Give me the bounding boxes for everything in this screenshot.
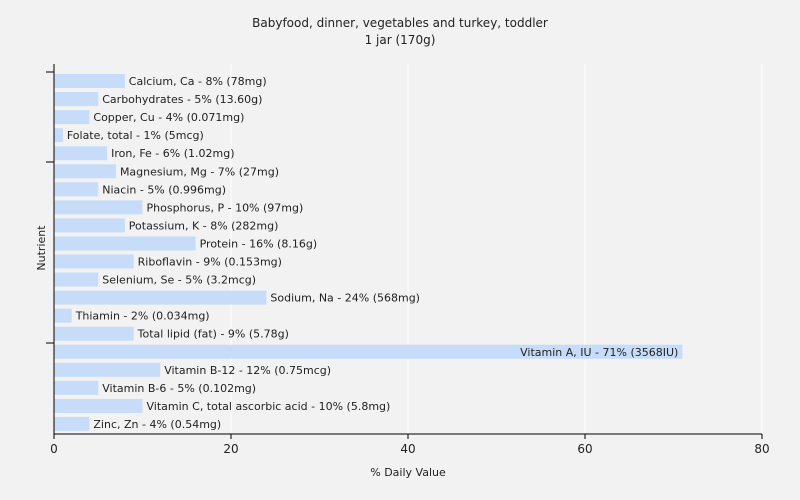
bar	[54, 398, 143, 413]
bar	[54, 110, 90, 125]
bar-label: Carbohydrates - 5% (13.60g)	[102, 93, 262, 106]
bar-label: Copper, Cu - 4% (0.071mg)	[93, 111, 244, 124]
bar-label: Magnesium, Mg - 7% (27mg)	[120, 165, 279, 178]
bar-label: Thiamin - 2% (0.034mg)	[75, 310, 210, 323]
bar-label: Folate, total - 1% (5mcg)	[67, 129, 204, 142]
bar	[54, 344, 683, 359]
bar	[54, 290, 267, 305]
bar-label: Selenium, Se - 5% (3.2mcg)	[102, 274, 256, 287]
bar-label: Vitamin C, total ascorbic acid - 10% (5.…	[147, 400, 391, 413]
bar	[54, 146, 108, 161]
chart-subtitle: 1 jar (170g)	[365, 33, 436, 47]
bar-label: Iron, Fe - 6% (1.02mg)	[111, 147, 234, 160]
bar	[54, 380, 99, 395]
bar-label: Zinc, Zn - 4% (0.54mg)	[93, 418, 221, 431]
bar	[54, 326, 134, 341]
x-tick-label: 20	[223, 442, 238, 456]
x-tick-label: 0	[50, 442, 58, 456]
bar-label: Protein - 16% (8.16g)	[200, 237, 318, 250]
bar	[54, 200, 143, 215]
bar-label: Calcium, Ca - 8% (78mg)	[129, 75, 267, 88]
bar	[54, 164, 116, 179]
bar	[54, 416, 90, 431]
bar	[54, 254, 134, 269]
bar-label: Vitamin A, IU - 71% (3568IU)	[520, 346, 678, 359]
bar-label: Phosphorus, P - 10% (97mg)	[147, 201, 304, 214]
bar-label: Vitamin B-6 - 5% (0.102mg)	[102, 382, 256, 395]
x-tick-label: 40	[400, 442, 415, 456]
bar-label: Total lipid (fat) - 9% (5.78g)	[137, 328, 289, 341]
bar-label: Vitamin B-12 - 12% (0.75mcg)	[164, 364, 331, 377]
bar-label: Niacin - 5% (0.996mg)	[102, 183, 226, 196]
x-tick-label: 60	[577, 442, 592, 456]
bar	[54, 92, 99, 107]
bar	[54, 236, 196, 251]
bar	[54, 218, 125, 233]
x-tick-label: 80	[754, 442, 769, 456]
y-axis-label: Nutrient	[35, 225, 48, 271]
bar-label: Sodium, Na - 24% (568mg)	[270, 292, 420, 305]
x-axis-label: % Daily Value	[370, 466, 446, 479]
axes: 0 20 40 60 80	[46, 64, 770, 456]
bars: Calcium, Ca - 8% (78mg) Carbohydrates - 5…	[54, 74, 683, 431]
bar	[54, 182, 99, 197]
bar-label: Potassium, K - 8% (282mg)	[129, 219, 279, 232]
bar	[54, 128, 63, 143]
bar	[54, 74, 125, 88]
bar	[54, 362, 161, 377]
chart-title: Babyfood, dinner, vegetables and turkey,…	[252, 16, 548, 30]
bar-label: Riboflavin - 9% (0.153mg)	[138, 256, 282, 269]
bar	[54, 272, 99, 287]
gridlines	[230, 64, 763, 434]
bar	[54, 308, 72, 323]
